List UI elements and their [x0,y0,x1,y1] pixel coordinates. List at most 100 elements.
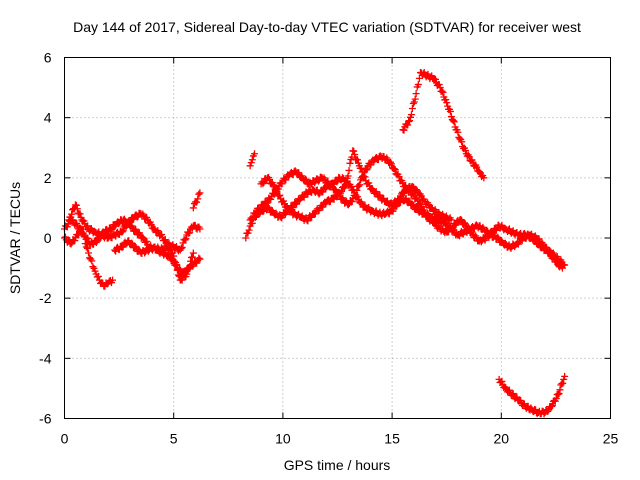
data-point [87,255,95,263]
data-point-interp [351,150,359,158]
data-point-interp [498,377,506,385]
data-point-interp [245,226,253,234]
data-point-interp [186,229,194,237]
data-point [189,249,197,257]
y-tick-label: -4 [39,350,52,366]
data-point-interp [119,227,127,235]
data-point-interp [477,238,485,246]
data-point [196,225,204,233]
data-point-interp [187,257,195,265]
data-point-interp [545,406,553,414]
data-point-interp [559,379,567,387]
data-point-interp [420,206,428,214]
data-point-interp [252,210,260,218]
data-point-interp [391,166,399,174]
data-point-interp [80,232,88,240]
data-point-interp [314,177,322,185]
data-point-interp [446,107,454,115]
data-point-interp [67,213,75,221]
data-point-interp [404,121,412,129]
data-point [78,225,86,233]
series-segment-2b [246,152,569,269]
data-point [412,90,420,98]
data-point-interp [195,254,203,262]
y-tick-label: 6 [44,50,52,66]
data-point-interp [399,190,407,198]
data-point-interp [395,173,403,181]
data-point-interp [272,209,280,217]
data-point-interp [527,232,535,240]
data-point-interp [532,236,540,244]
data-point-interp [161,236,169,244]
data-point-interp [461,146,469,154]
data-point-interp [94,272,102,280]
data-point-interp [75,231,83,239]
data-point-interp [365,179,373,187]
y-tick-label: -6 [39,411,52,427]
data-point-interp [473,163,481,171]
data-point [390,165,398,173]
data-point [561,372,569,380]
data-point-interp [348,198,356,206]
data-point-interp [84,222,92,230]
data-point-interp [118,228,126,236]
data-point-interp [397,194,405,202]
data-point-interp [122,223,130,231]
data-point [170,252,178,260]
data-point-interp [457,216,465,224]
plot-frame [64,57,611,419]
data-point [109,276,117,284]
x-tick-label: 10 [275,431,291,447]
data-point-interp [560,375,568,383]
data-point-interp [107,226,115,234]
data-point-interp [169,249,177,257]
data-point-interp [71,237,79,245]
data-point-interp [555,390,563,398]
x-tick-label: 0 [61,431,69,447]
data-point-interp [509,390,517,398]
data-point-interp [85,249,93,257]
data-point-interp [147,221,155,229]
data-point-interp [131,242,139,250]
data-point-interp [405,118,413,126]
data-point [475,168,483,176]
data-point-interp [186,263,194,271]
data-point-interp [182,235,190,243]
data-points [61,68,569,418]
data-point-interp [540,410,548,418]
data-point-interp [173,261,181,269]
data-point-interp [115,220,123,228]
data-point [251,150,259,158]
data-point-interp [92,239,100,247]
series-segment-2e [399,68,488,182]
data-point-interp [346,159,354,167]
data-point-interp [193,198,201,206]
data-point [342,180,350,188]
data-point [561,261,569,269]
data-point-interp [355,182,363,190]
series-segment-1c [65,201,204,255]
data-point-interp [411,95,419,103]
data-point-interp [126,219,134,227]
data-point-interp [353,186,361,194]
data-point-interp [278,180,286,188]
data-point-interp [139,210,147,218]
data-point [443,99,451,107]
data-point-interp [556,386,564,394]
data-point-interp [178,243,186,251]
data-point-interp [548,402,556,410]
data-point-interp [76,210,84,218]
y-tick-label: 4 [44,110,52,126]
data-point [436,84,444,92]
axis-ticks: 0 5 10 15 20 25 -6 -4 -2 0 2 4 6 [39,50,618,447]
data-point-interp [68,210,76,218]
data-point-interp [458,138,466,146]
data-point-interp [352,191,360,199]
data-point-interp [181,236,189,244]
data-point-interp [133,213,141,221]
data-point-interp [501,239,509,247]
data-point-interp [408,104,416,112]
data-point-interp [350,147,358,155]
x-tick-label: 5 [170,431,178,447]
